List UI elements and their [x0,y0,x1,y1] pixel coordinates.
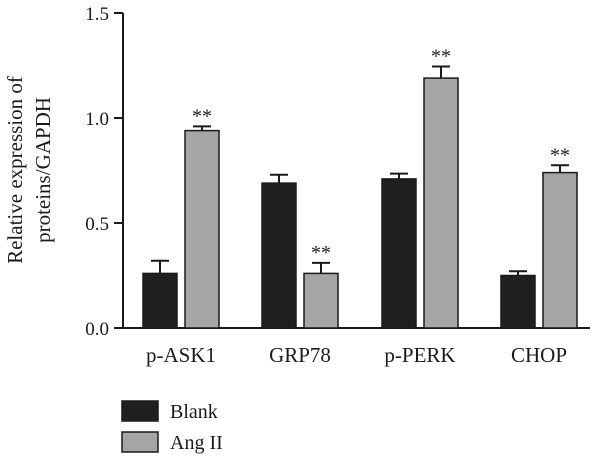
bar-blank-p-perk [381,178,417,329]
legend-label: Blank [170,401,218,423]
significance-marker: ** [431,46,451,68]
bar-ang-ii-p-ask1 [184,129,220,329]
bar-ang-ii-chop [542,171,578,329]
significance-marker: ** [550,144,570,166]
x-tick-label: p-PERK [384,343,455,367]
y-tick-label: 0.0 [85,319,109,340]
y-tick-label: 1.0 [85,109,109,130]
x-tick-labels: p-ASK1 GRP78 p-PERK CHOP [146,343,567,367]
bar-ang-ii-grp78 [303,272,339,329]
y-axis-title-line: proteins/GAPDH [31,97,55,243]
bar-blank-grp78 [261,182,297,329]
x-tick-label: GRP78 [269,343,331,367]
bar-blank-p-ask1 [142,272,178,329]
y-tick-label: 1.5 [85,4,109,25]
y-axis-label: Relative expression of proteins/GAPDH [3,76,55,264]
x-tick-label: p-ASK1 [146,343,216,367]
significance-marker: ** [311,242,331,264]
x-tick-label: CHOP [511,343,567,367]
bar-blank-chop [500,274,536,329]
bars [142,65,578,329]
bar-ang-ii-p-perk [423,77,459,329]
legend-swatch [121,400,159,422]
significance-marker: ** [192,105,212,127]
legend: Blank Ang II [121,400,223,454]
significance-markers: ** ** ** ** [192,46,570,264]
y-tick-label: 0.5 [85,214,109,235]
legend-swatch [121,431,159,453]
y-axis-title-line: Relative expression of [3,76,27,264]
legend-label: Ang II [170,432,223,454]
